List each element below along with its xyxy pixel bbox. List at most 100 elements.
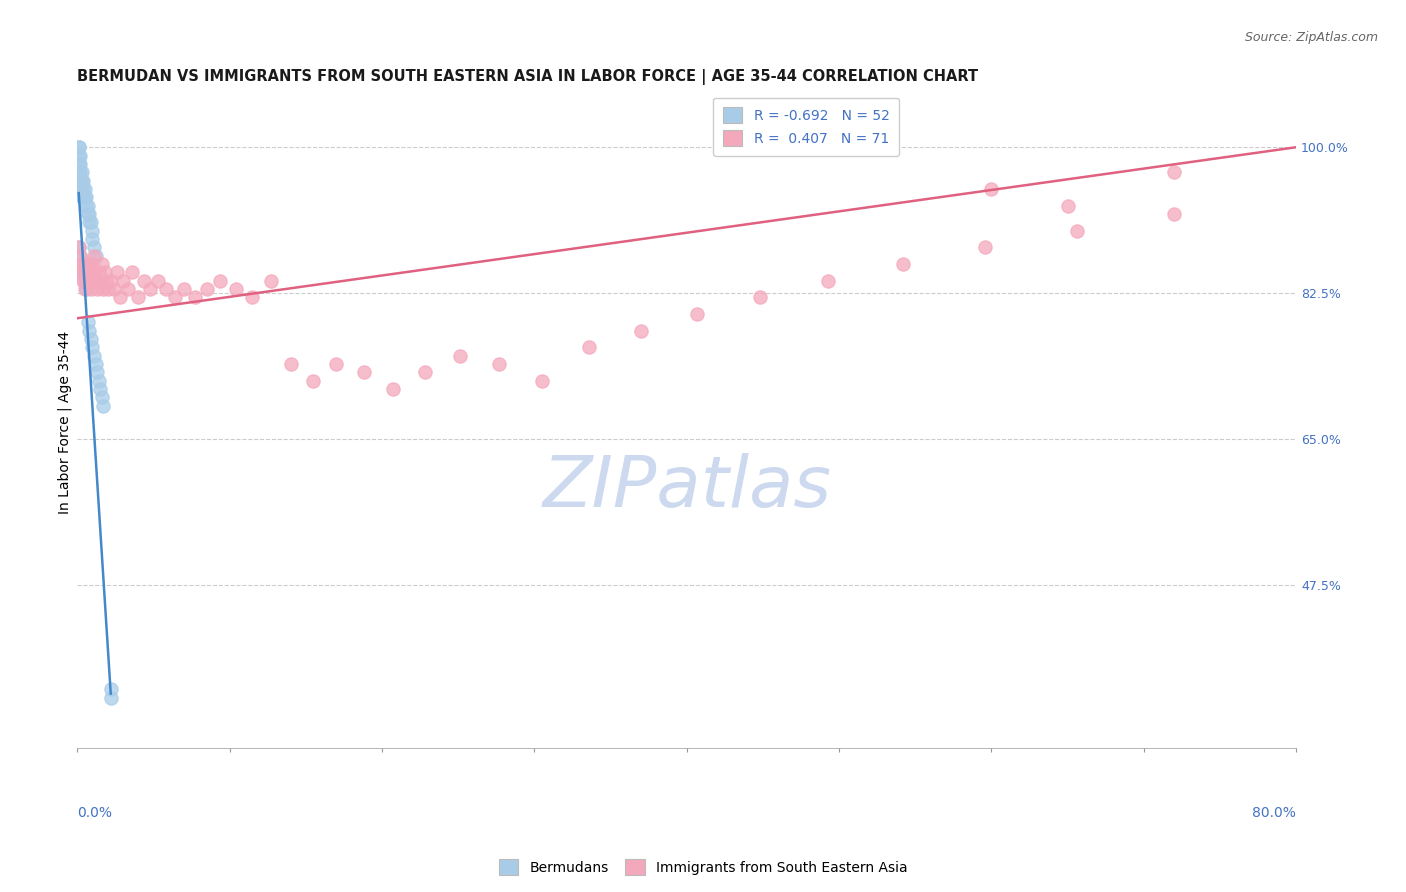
Point [72, 173, 94, 187]
Point [73, 274, 96, 288]
Point [73, 282, 96, 296]
Point [67, 257, 90, 271]
Point [87, 374, 110, 388]
Point [70, 182, 93, 196]
Point [139, 282, 162, 296]
Point [974, 240, 997, 254]
Point [79, 215, 101, 229]
Point [79, 274, 101, 288]
Point [69, 173, 91, 187]
Point [70, 165, 93, 179]
Point [82, 257, 104, 271]
Point [980, 182, 1002, 196]
Point [96, 274, 118, 288]
Point [69, 257, 91, 271]
Y-axis label: In Labor Force | Age 35-44: In Labor Force | Age 35-44 [58, 331, 72, 514]
Point [69, 157, 91, 171]
Point [72, 274, 94, 288]
Point [75, 190, 97, 204]
Point [67, 240, 90, 254]
Point [103, 282, 125, 296]
Point [67, 240, 90, 254]
Point [100, 682, 122, 697]
Point [748, 290, 770, 304]
Text: 80.0%: 80.0% [1253, 806, 1296, 821]
Point [67, 148, 90, 162]
Text: 0.0%: 0.0% [77, 806, 112, 821]
Point [105, 265, 128, 279]
Point [70, 190, 93, 204]
Point [353, 366, 375, 380]
Point [630, 324, 652, 338]
Point [134, 274, 156, 288]
Point [817, 274, 839, 288]
Point [1056, 199, 1078, 213]
Point [70, 265, 93, 279]
Point [82, 274, 104, 288]
Point [67, 140, 90, 154]
Point [83, 265, 105, 279]
Point [530, 374, 553, 388]
Point [69, 265, 91, 279]
Point [91, 282, 114, 296]
Point [280, 357, 302, 371]
Legend: Bermudans, Immigrants from South Eastern Asia: Bermudans, Immigrants from South Eastern… [494, 854, 912, 880]
Point [108, 290, 131, 304]
Point [121, 265, 143, 279]
Point [1066, 224, 1088, 238]
Point [89, 382, 111, 396]
Point [413, 366, 436, 380]
Point [686, 307, 709, 321]
Text: Source: ZipAtlas.com: Source: ZipAtlas.com [1244, 31, 1378, 45]
Point [77, 315, 100, 329]
Point [209, 274, 232, 288]
Point [891, 257, 914, 271]
Point [67, 165, 90, 179]
Point [127, 290, 149, 304]
Point [155, 282, 177, 296]
Point [163, 290, 186, 304]
Point [67, 173, 90, 187]
Point [449, 349, 471, 363]
Point [83, 349, 105, 363]
Point [90, 257, 112, 271]
Point [90, 391, 112, 405]
Point [72, 190, 94, 204]
Point [87, 265, 110, 279]
Point [69, 249, 91, 263]
Text: BERMUDAN VS IMMIGRANTS FROM SOUTH EASTERN ASIA IN LABOR FORCE | AGE 35-44 CORREL: BERMUDAN VS IMMIGRANTS FROM SOUTH EASTER… [77, 69, 979, 85]
Point [69, 165, 91, 179]
Point [72, 265, 94, 279]
Point [325, 357, 347, 371]
Point [260, 274, 283, 288]
Point [77, 265, 100, 279]
Point [86, 282, 108, 296]
Point [146, 274, 169, 288]
Point [111, 274, 134, 288]
Point [195, 282, 218, 296]
Point [73, 274, 96, 288]
Point [70, 257, 93, 271]
Point [578, 341, 600, 355]
Point [93, 265, 115, 279]
Point [302, 374, 325, 388]
Point [79, 257, 101, 271]
Point [75, 274, 97, 288]
Point [70, 257, 93, 271]
Point [84, 249, 107, 263]
Point [100, 274, 122, 288]
Point [84, 274, 107, 288]
Point [86, 366, 108, 380]
Point [80, 282, 103, 296]
Point [83, 240, 105, 254]
Point [82, 232, 104, 246]
Point [70, 173, 93, 187]
Point [80, 215, 103, 229]
Point [79, 324, 101, 338]
Point [173, 282, 195, 296]
Point [100, 690, 122, 705]
Point [83, 249, 105, 263]
Point [67, 157, 90, 171]
Point [77, 257, 100, 271]
Point [117, 282, 139, 296]
